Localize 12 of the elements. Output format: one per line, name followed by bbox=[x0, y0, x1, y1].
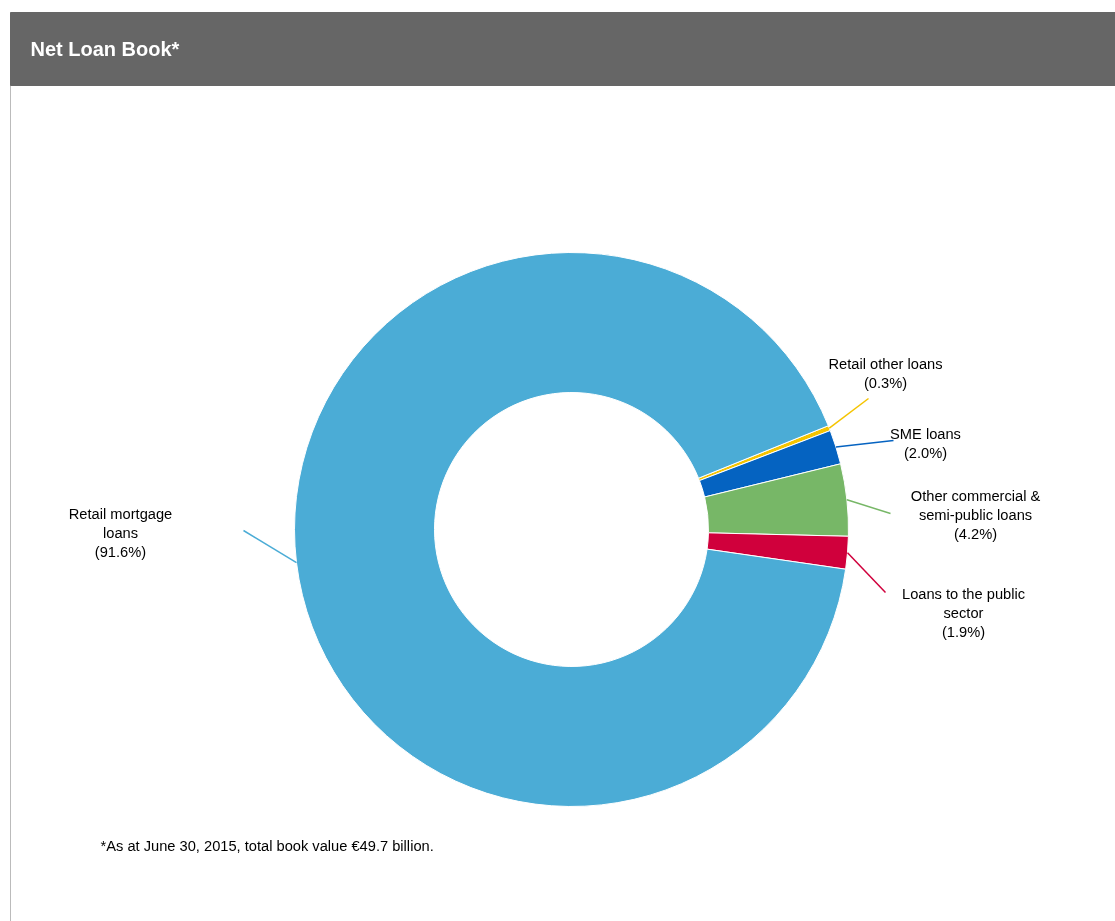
text: *As at June 30, 2015, total book value €49.7 billion. bbox=[100, 837, 434, 854]
slice-label: SME loans bbox=[890, 425, 961, 442]
data-label: (0.3%) bbox=[863, 374, 908, 391]
legend-label: Other commercial & semi-public loans bbox=[910, 487, 1041, 523]
data-label: (1.9%) bbox=[941, 623, 986, 640]
slice-label: Retail mortgage loans bbox=[68, 505, 173, 541]
chart-title: Net Loan Book* bbox=[30, 37, 180, 60]
data-label: (4.2%) bbox=[953, 525, 998, 542]
data-label: (2.0%) bbox=[903, 444, 948, 461]
data-label: (91.6%) bbox=[94, 543, 147, 560]
slice-label: Loans to the public sector bbox=[901, 585, 1026, 621]
slice-label: Retail other loans bbox=[828, 355, 943, 372]
